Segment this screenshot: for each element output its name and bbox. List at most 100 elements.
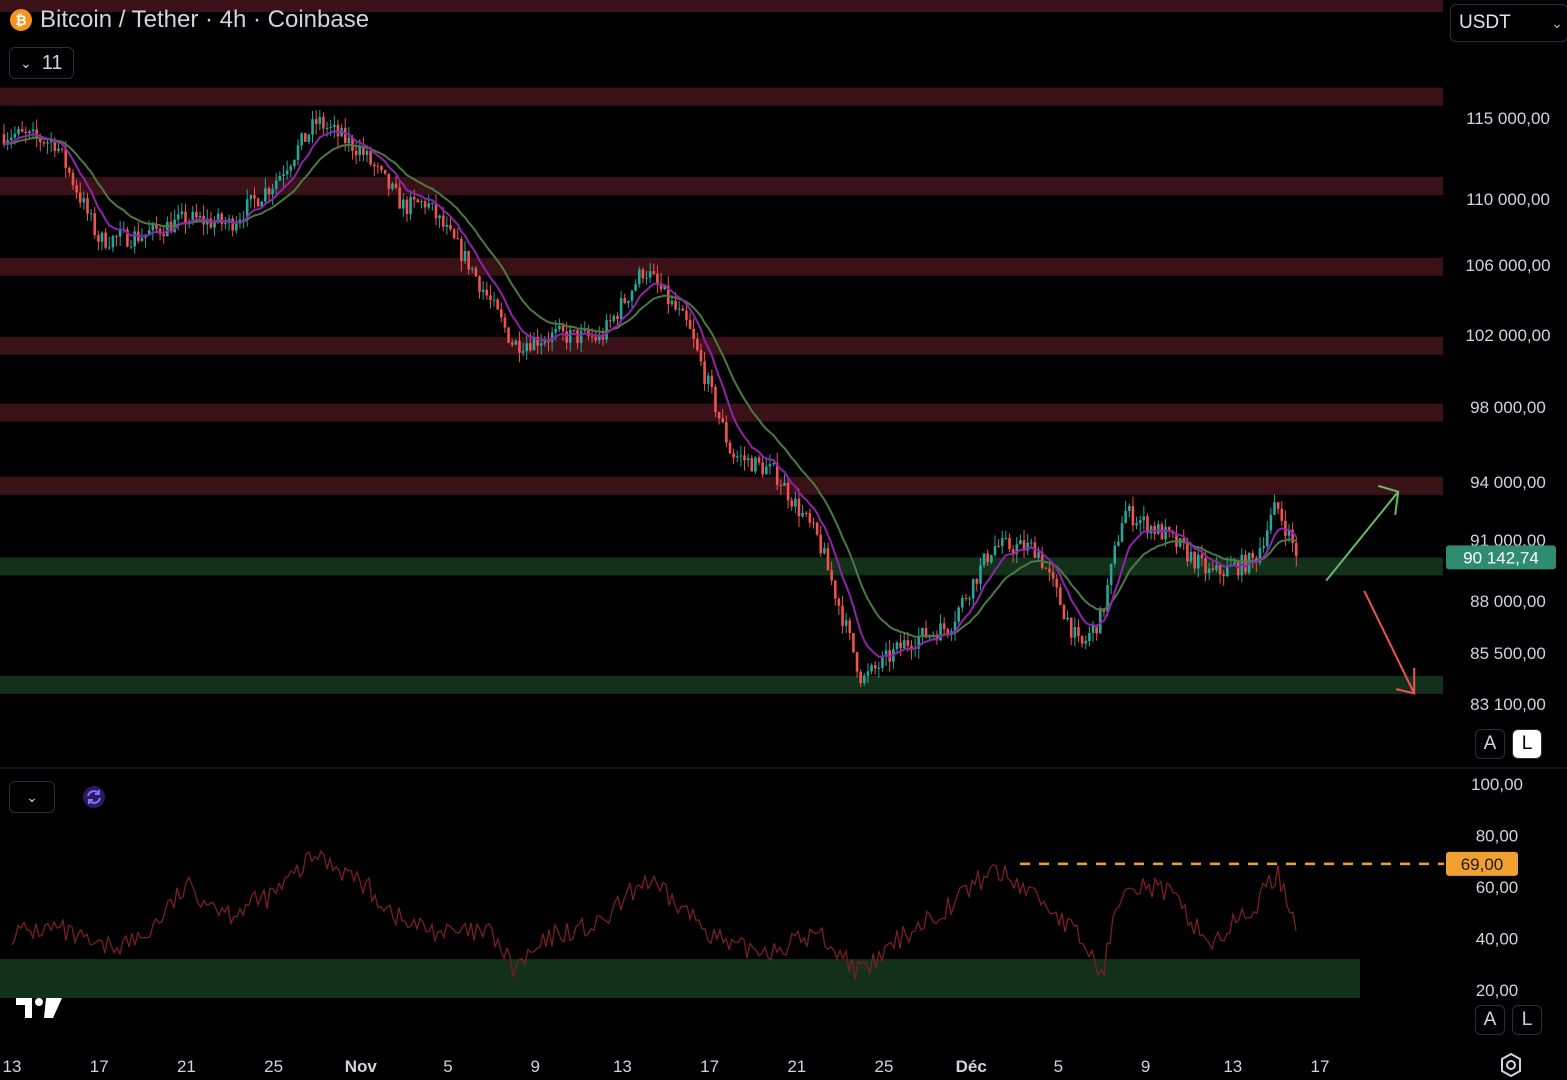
candle-body: [1059, 587, 1062, 605]
candle-body: [184, 211, 187, 225]
rsi-tick-label: 80,00: [1476, 827, 1519, 846]
candle-body: [1117, 541, 1120, 546]
candle-body: [902, 640, 906, 649]
candle-body: [409, 196, 412, 215]
candle-body: [877, 667, 881, 669]
tradingview-logo[interactable]: [14, 994, 64, 1022]
candle-body: [191, 211, 195, 222]
candle-body: [921, 628, 924, 637]
candle-body: [699, 349, 703, 362]
candle-body: [674, 300, 677, 310]
candle-body: [1207, 568, 1211, 574]
candle-body: [46, 142, 49, 144]
candle-body: [278, 175, 282, 181]
bitcoin-icon: ₿: [10, 9, 32, 31]
rsi-tick-label: 20,00: [1476, 981, 1519, 1000]
candle-body: [612, 315, 616, 322]
candle-body: [322, 116, 325, 129]
candle-body: [6, 140, 9, 145]
candle-body: [594, 337, 597, 341]
currency-select[interactable]: USDT ⌄: [1450, 4, 1567, 42]
candle-body: [60, 148, 64, 150]
candle-body: [961, 597, 964, 608]
candle-body: [703, 361, 706, 384]
candle-body: [354, 150, 358, 156]
rsi-level-badge: [1446, 851, 1518, 876]
candle-body: [1251, 552, 1255, 559]
candle-body: [1294, 542, 1298, 557]
candle-body: [147, 230, 151, 235]
candle-body: [739, 455, 743, 457]
candle-body: [1273, 502, 1276, 515]
price-tick-label: 115 000,00: [1466, 109, 1550, 128]
candle-body: [906, 640, 910, 646]
sync-icon[interactable]: [82, 785, 106, 809]
resistance-zone: [0, 177, 1443, 196]
arrow-down-scenario: [1363, 590, 1416, 694]
candle-body: [775, 463, 779, 485]
time-tick-label: 13: [613, 1057, 632, 1076]
candle-body: [383, 169, 387, 174]
rsi-auto-scale-button[interactable]: A: [1475, 1005, 1505, 1035]
candle-body: [362, 146, 365, 155]
arrow-down-head: [1395, 667, 1416, 695]
candle-body: [31, 129, 35, 132]
candle-body: [754, 457, 757, 472]
time-tick-label: 21: [177, 1057, 196, 1076]
symbol-header[interactable]: ₿ Bitcoin / Tether · 4h · Coinbase: [10, 6, 369, 34]
gear-icon[interactable]: [1498, 1052, 1524, 1078]
candle-body: [1091, 624, 1095, 633]
support-zone: [0, 675, 1443, 694]
price-tick-label: 91 000,00: [1470, 531, 1546, 550]
candle-body: [659, 283, 663, 290]
candle-body: [242, 219, 245, 221]
candle-body: [118, 230, 122, 237]
candle-body: [543, 341, 547, 344]
candle-body: [151, 223, 155, 231]
candle-body: [1138, 520, 1142, 524]
rsi-log-scale-button[interactable]: L: [1512, 1005, 1542, 1035]
candle-body: [565, 331, 568, 343]
candle-body: [1211, 568, 1215, 570]
candle-body: [68, 167, 71, 173]
candle-body: [1291, 529, 1294, 543]
candle-body: [111, 236, 115, 248]
candle-body: [852, 633, 855, 653]
candle-body: [89, 213, 93, 215]
candle-body: [503, 317, 507, 328]
candle-body: [510, 342, 514, 345]
candle-body: [296, 145, 300, 161]
indicators-collapse-button[interactable]: ⌄ 11: [9, 47, 74, 79]
candle-body: [82, 198, 86, 203]
candle-body: [369, 150, 372, 165]
candle-body: [1069, 617, 1073, 638]
candle-body: [427, 203, 431, 208]
log-scale-button[interactable]: L: [1512, 729, 1542, 759]
rsi-collapse-button[interactable]: ⌄: [9, 781, 55, 813]
candle-body: [677, 308, 681, 310]
candle-body: [318, 116, 322, 124]
candle-body: [837, 598, 841, 606]
candle-body: [445, 224, 449, 227]
candle-body: [307, 134, 311, 142]
candle-body: [939, 623, 942, 641]
candle-body: [405, 199, 409, 215]
time-tick-label: 9: [530, 1057, 539, 1076]
candle-body: [358, 146, 362, 156]
candle-body: [17, 128, 20, 134]
candle-body: [884, 650, 888, 656]
candle-body: [725, 422, 728, 443]
candle-body: [260, 201, 264, 207]
candle-body: [637, 269, 641, 285]
candle-body: [1124, 510, 1127, 524]
symbol-title: Bitcoin / Tether · 4h · Coinbase: [40, 6, 370, 33]
candle-body: [1106, 585, 1109, 612]
candle-body: [986, 553, 990, 563]
time-tick-label: Déc: [956, 1057, 987, 1076]
candle-body: [470, 268, 474, 270]
auto-scale-button[interactable]: A: [1475, 729, 1505, 759]
candle-body: [1142, 516, 1146, 521]
candle-body: [942, 623, 946, 630]
rsi-line: [11, 849, 1297, 980]
